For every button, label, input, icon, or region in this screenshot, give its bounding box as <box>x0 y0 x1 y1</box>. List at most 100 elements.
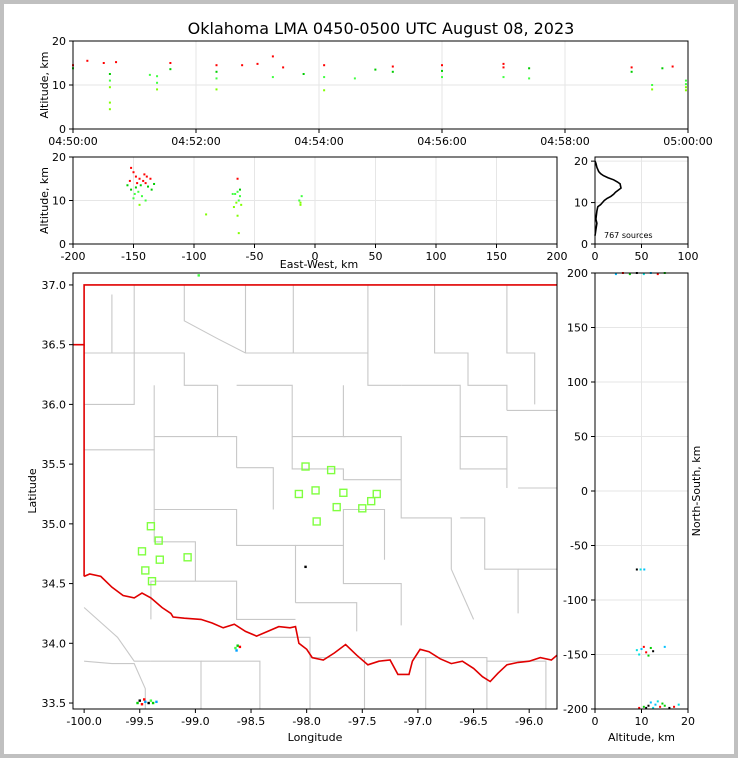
plan-view-source <box>138 699 141 702</box>
ew-ylabel: Altitude, km <box>38 167 51 234</box>
ns-source <box>635 568 638 571</box>
county-boundary <box>292 284 369 354</box>
ew-source <box>126 184 129 187</box>
time-height-source <box>323 89 326 92</box>
ns-source <box>642 645 645 648</box>
county-boundary <box>83 404 155 510</box>
time-height-source <box>323 76 326 79</box>
longitude-tick-label: -96.0 <box>515 715 543 728</box>
plan-view-source <box>144 700 147 704</box>
ew-source <box>142 179 145 182</box>
lma-station-marker <box>339 488 348 497</box>
ns-source <box>647 654 650 657</box>
ns-tick-label: 50 <box>574 431 588 444</box>
county-boundary <box>259 636 311 709</box>
lma-station-marker <box>326 465 336 475</box>
county-boundary <box>367 353 402 386</box>
time-height-source <box>302 73 305 75</box>
ns-tick-label: 100 <box>567 376 588 389</box>
histogram-tick-label: 0 <box>592 250 599 263</box>
ew-source <box>144 199 147 202</box>
time-height-source <box>502 66 505 69</box>
altitude-histogram-line <box>594 160 622 236</box>
plan-view-source <box>149 699 153 702</box>
time-height-source <box>108 73 111 75</box>
ns-source <box>659 705 662 708</box>
ns-source <box>652 650 655 653</box>
ew-source <box>232 206 235 209</box>
lma-figure-svg: Oklahoma LMA 0450-0500 UTC August 08, 20… <box>26 19 713 744</box>
time-height-source <box>215 77 218 80</box>
ew-source <box>236 214 239 217</box>
plan-view-source <box>238 645 242 649</box>
ns-altitude-tick-label: 0 <box>592 715 599 728</box>
ns-altitude-tick-label: 10 <box>635 715 649 728</box>
time-height-source <box>115 61 118 64</box>
ew-tick-label: 0 <box>312 250 319 263</box>
time-height-source <box>215 88 218 91</box>
latitude-tick-label: 36.0 <box>42 398 67 411</box>
ns-tick-label: 150 <box>567 322 588 335</box>
county-boundary <box>201 660 261 709</box>
plan-view-source <box>151 701 155 705</box>
altitude-tick-label: 20 <box>52 35 66 48</box>
ew-source <box>130 188 133 191</box>
lma-station-marker <box>358 504 367 513</box>
map-layer <box>73 284 557 709</box>
ns-tick-label: -200 <box>563 703 588 716</box>
time-height-source <box>684 83 687 86</box>
county-boundary <box>342 385 402 479</box>
time-height-source <box>169 68 172 71</box>
time-height-source <box>441 69 443 72</box>
ew-source <box>205 213 208 216</box>
ns-source <box>656 700 659 703</box>
ns-xlabel: Altitude, km <box>608 731 675 744</box>
lma-station-marker <box>146 522 156 531</box>
longitude-tick-label: -98.5 <box>237 715 265 728</box>
county-boundary <box>342 545 402 626</box>
ns-source <box>677 703 680 706</box>
ew-source <box>134 175 137 178</box>
time-height-source <box>441 76 443 79</box>
ew-source <box>299 203 302 206</box>
plan-view-source <box>235 649 238 652</box>
lma-station-marker <box>301 462 310 471</box>
lma-figure: Oklahoma LMA 0450-0500 UTC August 08, 20… <box>4 4 734 754</box>
ew-source <box>235 201 238 204</box>
county-boundary <box>401 384 508 488</box>
county-boundary <box>460 517 519 614</box>
county-boundary <box>195 580 296 620</box>
county-boundary <box>434 284 508 411</box>
plan-view-source <box>155 700 158 704</box>
time-height-source <box>661 67 664 70</box>
time-height-source <box>215 64 218 67</box>
plan-view-source <box>234 646 237 650</box>
histogram-altitude-tick-label: 10 <box>574 197 588 210</box>
ns-tick-label: 0 <box>581 485 588 498</box>
source-count-label: 767 sources <box>604 231 653 240</box>
time-height-source <box>108 86 111 89</box>
time-tick-label: 04:54:00 <box>294 135 343 148</box>
ns-source <box>663 645 666 648</box>
time-height-source <box>374 68 377 71</box>
plan-view-source <box>197 274 200 277</box>
ns-source <box>628 273 631 276</box>
plan-view-source <box>236 644 239 647</box>
county-boundary <box>425 657 488 709</box>
ns-tick-label: -150 <box>563 649 588 662</box>
time-height-source <box>323 64 326 67</box>
time-height-source <box>671 65 674 68</box>
ew-source <box>138 203 141 206</box>
time-height-source <box>148 73 151 76</box>
ns-source <box>638 706 641 709</box>
county-boundary <box>236 467 274 510</box>
plan-view-frame <box>72 272 558 710</box>
ew-source <box>237 199 240 202</box>
county-boundary <box>450 568 475 620</box>
longitude-tick-label: -99.0 <box>181 715 209 728</box>
time-tick-label: 04:56:00 <box>417 135 466 148</box>
lma-station-marker <box>155 555 164 564</box>
lma-station-marker <box>183 553 192 562</box>
longitude-tick-label: -96.5 <box>459 715 487 728</box>
ew-altitude-tick-label: 0 <box>59 238 66 251</box>
